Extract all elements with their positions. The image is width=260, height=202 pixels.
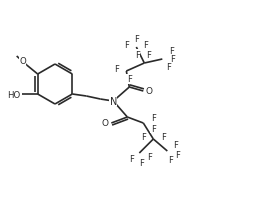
Text: F: F [166, 63, 171, 72]
Text: O: O [19, 57, 26, 66]
Text: O: O [146, 87, 153, 96]
Text: N: N [110, 97, 117, 106]
Text: F: F [151, 114, 156, 123]
Text: F: F [134, 34, 139, 43]
Text: HO: HO [7, 90, 20, 99]
Text: F: F [168, 156, 173, 165]
Text: F: F [170, 55, 175, 64]
Text: F: F [139, 159, 144, 168]
Text: F: F [147, 153, 152, 162]
Text: F: F [127, 75, 132, 84]
Text: O: O [102, 119, 109, 128]
Text: F: F [169, 47, 174, 56]
Text: F: F [114, 64, 119, 73]
Text: F: F [124, 40, 129, 49]
Text: F: F [146, 50, 151, 59]
Text: F: F [129, 155, 134, 164]
Text: F: F [141, 132, 146, 141]
Text: F: F [175, 150, 180, 159]
Text: F: F [135, 50, 140, 59]
Text: F: F [143, 40, 148, 49]
Text: F: F [151, 124, 156, 133]
Text: F: F [173, 141, 178, 150]
Text: F: F [161, 132, 166, 141]
